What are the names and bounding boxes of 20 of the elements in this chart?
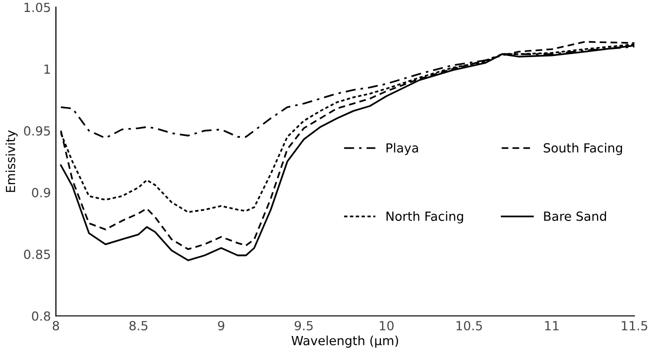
x-tick-label: 11 [545,321,559,330]
y-tick-label: 0.95 [24,126,50,136]
x-tick-label: 8.5 [129,320,148,330]
y-tick-label: 0.9 [32,188,50,198]
y-axis-title: Emissivity [6,130,18,192]
legend-label: North Facing [386,211,464,224]
y-tick-label: 0.8 [32,311,50,321]
x-tick-label: 9.5 [294,320,313,330]
x-tick-label: 10 [380,320,394,330]
x-axis-title: Wavelength (µm) [292,336,398,348]
x-tick-label: 11.5 [622,321,648,330]
x-tick-label: 10.5 [456,320,482,330]
y-tick-label: 1 [44,64,50,74]
x-tick-label: 8 [52,320,60,330]
y-tick-label: 0.85 [24,250,50,260]
legend-label: Bare Sand [544,211,606,221]
legend-label: Playa [386,142,418,156]
y-tick-label: 1.05 [24,2,50,12]
x-tick-label: 9 [218,320,224,330]
legend-label: South Facing [544,142,622,156]
